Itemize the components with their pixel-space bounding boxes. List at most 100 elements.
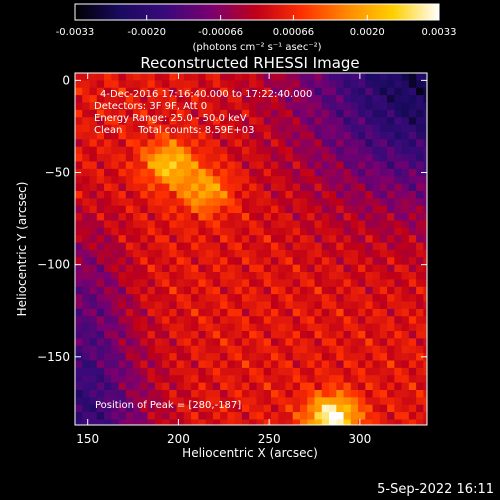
heatmap-cell — [111, 198, 120, 207]
heatmap-cell — [191, 161, 199, 170]
heatmap-cell — [372, 146, 381, 155]
heatmap-cell — [423, 286, 427, 295]
heatmap-cell — [394, 294, 403, 303]
heatmap-cell — [270, 102, 279, 111]
heatmap-cell — [125, 220, 134, 229]
heatmap-cell — [336, 412, 345, 421]
heatmap-cell — [299, 80, 308, 89]
heatmap-cell — [147, 419, 156, 425]
heatmap-cell — [249, 213, 258, 222]
heatmap-cell — [82, 227, 91, 236]
heatmap-cell — [241, 367, 250, 376]
heatmap-cell — [329, 205, 337, 214]
heatmap-cell — [220, 190, 229, 199]
heatmap-cell — [183, 131, 192, 140]
heatmap-cell — [162, 168, 170, 177]
heatmap-cell — [314, 124, 323, 133]
heatmap-cell — [249, 286, 258, 295]
heatmap-cell — [125, 412, 134, 421]
heatmap-cell — [234, 279, 243, 288]
heatmap-cell — [408, 139, 417, 148]
heatmap-cell — [133, 139, 141, 148]
heatmap-cell — [75, 279, 83, 288]
heatmap-cell — [299, 338, 308, 347]
heatmap-cell — [350, 95, 359, 104]
heatmap-cell — [394, 345, 403, 354]
heatmap-cell — [176, 397, 185, 406]
heatmap-cell — [401, 242, 410, 251]
heatmap-cell — [249, 360, 258, 369]
heatmap-cell — [75, 227, 83, 236]
heatmap-cell — [350, 117, 359, 126]
heatmap-cell — [350, 338, 359, 347]
heatmap-cell — [372, 308, 381, 317]
heatmap-cell — [372, 183, 381, 192]
heatmap-cell — [89, 102, 98, 111]
heatmap-cell — [176, 213, 185, 222]
heatmap-cell — [431, 176, 439, 184]
heatmap-cell — [358, 242, 366, 251]
x-tick-label: 200 — [167, 432, 190, 446]
heatmap-cell — [198, 316, 207, 325]
heatmap-cell — [270, 124, 279, 133]
heatmap-cell — [416, 367, 424, 376]
heatmap-cell — [111, 213, 120, 222]
heatmap-cell — [191, 331, 199, 339]
heatmap-cell — [329, 168, 337, 177]
heatmap-cell — [183, 102, 192, 111]
heatmap-cell — [263, 124, 272, 133]
heatmap-cell — [96, 360, 105, 369]
heatmap-cell — [394, 198, 403, 207]
heatmap-cell — [387, 345, 395, 354]
heatmap — [75, 73, 439, 435]
heatmap-cell — [104, 190, 112, 199]
heatmap-cell — [212, 316, 221, 325]
heatmap-cell — [183, 205, 192, 214]
heatmap-cell — [118, 176, 127, 185]
heatmap-cell — [431, 125, 439, 133]
heatmap-cell — [402, 427, 410, 435]
heatmap-cell — [379, 242, 388, 251]
heatmap-cell — [111, 87, 120, 96]
heatmap-cell — [263, 154, 272, 163]
heatmap-cell — [212, 124, 221, 133]
heatmap-cell — [82, 198, 91, 207]
heatmap-cell — [227, 190, 236, 199]
heatmap-cell — [343, 242, 352, 251]
heatmap-cell — [358, 353, 366, 362]
heatmap-cell — [241, 404, 250, 413]
heatmap-cell — [154, 131, 163, 140]
heatmap-cell — [336, 301, 345, 310]
heatmap-cell — [358, 419, 366, 425]
heatmap-cell — [299, 146, 308, 155]
heatmap-cell — [162, 286, 170, 295]
heatmap-cell — [336, 190, 345, 199]
heatmap-cell — [365, 264, 374, 273]
heatmap-cell — [350, 80, 359, 89]
heatmap-cell — [104, 412, 112, 421]
heatmap-cell — [147, 367, 156, 376]
heatmap-cell — [140, 176, 149, 185]
heatmap-cell — [350, 139, 359, 148]
heatmap-cell — [118, 198, 127, 207]
heatmap-cell — [191, 183, 199, 192]
heatmap-cell — [379, 294, 388, 303]
heatmap-cell — [365, 367, 374, 376]
heatmap-cell — [212, 235, 221, 244]
heatmap-cell — [270, 294, 279, 303]
heatmap-cell — [183, 419, 192, 425]
heatmap-cell — [241, 249, 250, 258]
heatmap-cell — [358, 124, 366, 133]
heatmap-cell — [118, 154, 127, 163]
heatmap-cell — [205, 367, 214, 376]
heatmap-cell — [125, 316, 134, 325]
heatmap-cell — [125, 80, 134, 89]
heatmap-cell — [75, 131, 83, 140]
heatmap-cell — [394, 139, 403, 148]
heatmap-cell — [307, 87, 316, 96]
heatmap-cell — [162, 301, 170, 310]
heatmap-cell — [423, 80, 427, 89]
heatmap-cell — [329, 176, 337, 185]
heatmap-cell — [154, 286, 163, 295]
heatmap-cell — [416, 338, 424, 347]
